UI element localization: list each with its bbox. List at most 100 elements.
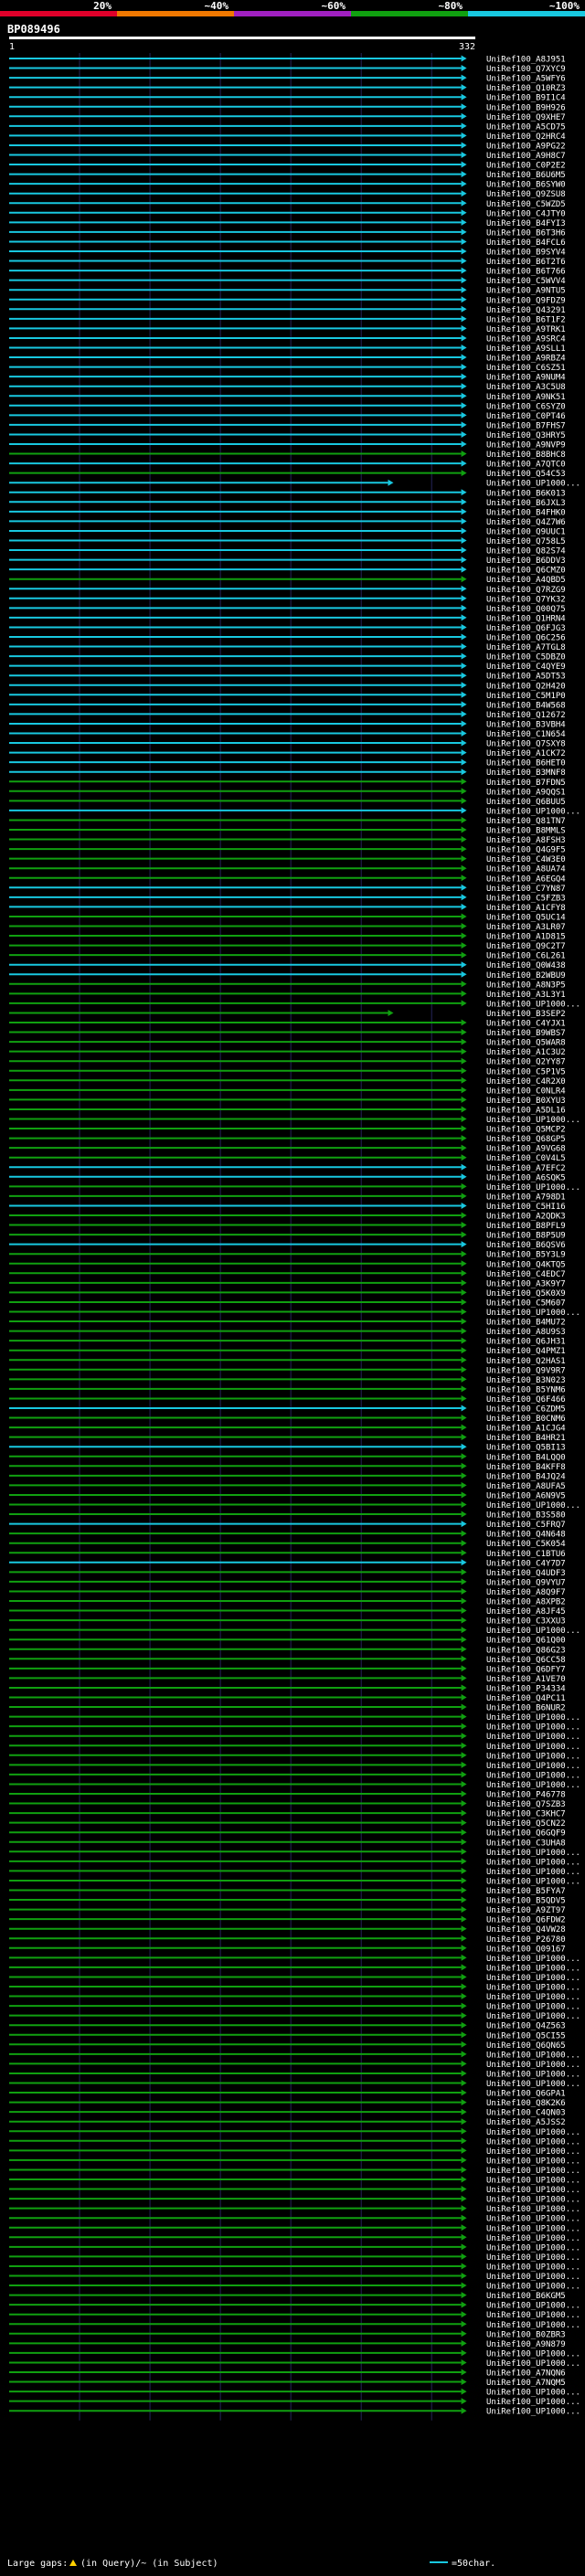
hit-label[interactable]: UniRef100_UP1000... bbox=[486, 1955, 580, 1964]
hit-label[interactable]: UniRef100_UP1000... bbox=[486, 2070, 580, 2079]
hit-label[interactable]: UniRef100_UP1000... bbox=[486, 2080, 580, 2089]
hit-label[interactable]: UniRef100_A8J951 bbox=[486, 56, 566, 65]
hit-label[interactable]: UniRef100_C4Y7D7 bbox=[486, 1559, 566, 1568]
hit-label[interactable]: UniRef100_B6HET0 bbox=[486, 759, 566, 769]
hit-label[interactable]: UniRef100_B4FYI3 bbox=[486, 219, 566, 228]
hit-label[interactable]: UniRef100_P34334 bbox=[486, 1684, 566, 1693]
hit-label[interactable]: UniRef100_C4QN03 bbox=[486, 2109, 566, 2118]
hit-label[interactable]: UniRef100_Q8K2K6 bbox=[486, 2099, 566, 2108]
hit-label[interactable]: UniRef100_UP1000... bbox=[486, 2253, 580, 2263]
hit-label[interactable]: UniRef100_A9TRK1 bbox=[486, 325, 566, 334]
hit-label[interactable]: UniRef100_Q81TN7 bbox=[486, 817, 566, 826]
hit-label[interactable]: UniRef100_C5M1P0 bbox=[486, 692, 566, 701]
hit-label[interactable]: UniRef100_A5DL16 bbox=[486, 1106, 566, 1115]
hit-label[interactable]: UniRef100_UP1000... bbox=[486, 2273, 580, 2282]
hit-label[interactable]: UniRef100_C0P2E2 bbox=[486, 162, 566, 171]
hit-label[interactable]: UniRef100_B5YNM6 bbox=[486, 1385, 566, 1394]
hit-label[interactable]: UniRef100_B8PFL9 bbox=[486, 1222, 566, 1231]
hit-label[interactable]: UniRef100_B5FYA7 bbox=[486, 1887, 566, 1896]
hit-label[interactable]: UniRef100_Q82S74 bbox=[486, 547, 566, 557]
hit-label[interactable]: UniRef100_C0PT46 bbox=[486, 412, 566, 421]
hit-label[interactable]: UniRef100_UP1000... bbox=[486, 1877, 580, 1886]
hit-label[interactable]: UniRef100_B6QSV6 bbox=[486, 1241, 566, 1250]
hit-label[interactable]: UniRef100_UP1000... bbox=[486, 2147, 580, 2157]
hit-label[interactable]: UniRef100_A8XPB2 bbox=[486, 1598, 566, 1607]
hit-label[interactable]: UniRef100_C5WVV4 bbox=[486, 277, 566, 286]
hit-label[interactable]: UniRef100_B4W568 bbox=[486, 701, 566, 710]
hit-label[interactable]: UniRef100_Q6DFY7 bbox=[486, 1665, 566, 1674]
hit-label[interactable]: UniRef100_A7NQM5 bbox=[486, 2379, 566, 2388]
hit-label[interactable]: UniRef100_C6L261 bbox=[486, 952, 566, 961]
hit-label[interactable]: UniRef100_B7FDN5 bbox=[486, 779, 566, 788]
hit-label[interactable]: UniRef100_UP1000... bbox=[486, 1964, 580, 1973]
hit-label[interactable]: UniRef100_UP1000... bbox=[486, 2157, 580, 2166]
hit-label[interactable]: UniRef100_UP1000... bbox=[486, 1501, 580, 1511]
hit-label[interactable]: UniRef100_UP1000... bbox=[486, 2205, 580, 2214]
hit-label[interactable]: UniRef100_Q5CI55 bbox=[486, 2031, 566, 2041]
hit-label[interactable]: UniRef100_UP1000... bbox=[486, 2408, 580, 2417]
hit-label[interactable]: UniRef100_B6T3H6 bbox=[486, 228, 566, 238]
hit-label[interactable]: UniRef100_Q7SXY8 bbox=[486, 740, 566, 749]
hit-label[interactable]: UniRef100_Q6QN65 bbox=[486, 2041, 566, 2051]
hit-label[interactable]: UniRef100_Q5K0X9 bbox=[486, 1289, 566, 1299]
hit-label[interactable]: UniRef100_P46778 bbox=[486, 1791, 566, 1800]
hit-label[interactable]: UniRef100_UP1000... bbox=[486, 2128, 580, 2137]
hit-label[interactable]: UniRef100_A6EGQ4 bbox=[486, 875, 566, 884]
hit-label[interactable]: UniRef100_C1BTU6 bbox=[486, 1550, 566, 1559]
hit-label[interactable]: UniRef100_Q2H420 bbox=[486, 682, 566, 691]
hit-label[interactable]: UniRef100_A1CK72 bbox=[486, 749, 566, 758]
hit-label[interactable]: UniRef100_Q9V9R7 bbox=[486, 1366, 566, 1375]
hit-label[interactable]: UniRef100_UP1000... bbox=[486, 2349, 580, 2359]
hit-label[interactable]: UniRef100_A1D815 bbox=[486, 933, 566, 942]
hit-label[interactable]: UniRef100_A9ZT97 bbox=[486, 1906, 566, 1915]
hit-label[interactable]: UniRef100_B9I1C4 bbox=[486, 94, 566, 103]
hit-label[interactable]: UniRef100_B6K013 bbox=[486, 489, 566, 498]
hit-label[interactable]: UniRef100_Q5CN22 bbox=[486, 1819, 566, 1829]
hit-label[interactable]: UniRef100_A8FSH3 bbox=[486, 836, 566, 845]
hit-label[interactable]: UniRef100_A798D1 bbox=[486, 1193, 566, 1202]
hit-label[interactable]: UniRef100_P26780 bbox=[486, 1935, 566, 1945]
hit-label[interactable]: UniRef100_Q9XHE7 bbox=[486, 113, 566, 122]
hit-label[interactable]: UniRef100_UP1000... bbox=[486, 2389, 580, 2398]
hit-label[interactable]: UniRef100_B4JQ24 bbox=[486, 1472, 566, 1481]
hit-label[interactable]: UniRef100_A7EFC2 bbox=[486, 1164, 566, 1173]
hit-label[interactable]: UniRef100_C5HI16 bbox=[486, 1203, 566, 1212]
hit-label[interactable]: UniRef100_B7FHS7 bbox=[486, 421, 566, 430]
hit-label[interactable]: UniRef100_B6JXL3 bbox=[486, 499, 566, 508]
hit-label[interactable]: UniRef100_B8P5U9 bbox=[486, 1232, 566, 1241]
hit-label[interactable]: UniRef100_C3UHA8 bbox=[486, 1839, 566, 1848]
hit-label[interactable]: UniRef100_UP1000... bbox=[486, 2167, 580, 2176]
hit-label[interactable]: UniRef100_Q7XYC9 bbox=[486, 65, 566, 74]
hit-label[interactable]: UniRef100_C5K054 bbox=[486, 1540, 566, 1549]
hit-label[interactable]: UniRef100_UP1000... bbox=[486, 2003, 580, 2012]
hit-label[interactable]: UniRef100_A7NQN6 bbox=[486, 2369, 566, 2379]
hit-label[interactable]: UniRef100_Q3HRY5 bbox=[486, 431, 566, 440]
hit-label[interactable]: UniRef100_UP1000... bbox=[486, 480, 580, 489]
hit-label[interactable]: UniRef100_UP1000... bbox=[486, 1743, 580, 1752]
hit-label[interactable]: UniRef100_A5WFY6 bbox=[486, 75, 566, 84]
hit-label[interactable]: UniRef100_C7YN87 bbox=[486, 885, 566, 894]
hit-label[interactable]: UniRef100_A1CFY8 bbox=[486, 904, 566, 913]
hit-label[interactable]: UniRef100_Q61Q00 bbox=[486, 1637, 566, 1646]
hit-label[interactable]: UniRef100_C0V4L5 bbox=[486, 1154, 566, 1163]
hit-label[interactable]: UniRef100_Q09167 bbox=[486, 1945, 566, 1954]
hit-label[interactable]: UniRef100_Q4VW28 bbox=[486, 1925, 566, 1935]
hit-label[interactable]: UniRef100_UP1000... bbox=[486, 2311, 580, 2320]
hit-label[interactable]: UniRef100_A3K9Y7 bbox=[486, 1279, 566, 1288]
hit-label[interactable]: UniRef100_A9NTU5 bbox=[486, 287, 566, 296]
hit-label[interactable]: UniRef100_UP1000... bbox=[486, 2061, 580, 2070]
hit-label[interactable]: UniRef100_Q5UC14 bbox=[486, 913, 566, 922]
hit-label[interactable]: UniRef100_B4KFF8 bbox=[486, 1463, 566, 1472]
hit-label[interactable]: UniRef100_Q2HRC4 bbox=[486, 133, 566, 142]
hit-label[interactable]: UniRef100_UP1000... bbox=[486, 1723, 580, 1733]
hit-label[interactable]: UniRef100_C3KHC7 bbox=[486, 1810, 566, 1819]
hit-label[interactable]: UniRef100_Q6GPA1 bbox=[486, 2090, 566, 2099]
hit-label[interactable]: UniRef100_Q5MCP2 bbox=[486, 1126, 566, 1135]
hit-label[interactable]: UniRef100_C4QYE9 bbox=[486, 663, 566, 672]
hit-label[interactable]: UniRef100_Q6CMZ0 bbox=[486, 567, 566, 576]
hit-label[interactable]: UniRef100_A8Q9F7 bbox=[486, 1588, 566, 1597]
hit-label[interactable]: UniRef100_UP1000... bbox=[486, 1771, 580, 1780]
hit-label[interactable]: UniRef100_Q9VYU7 bbox=[486, 1578, 566, 1587]
hit-label[interactable]: UniRef100_A9RBZ4 bbox=[486, 355, 566, 364]
hit-label[interactable]: UniRef100_A7QTC0 bbox=[486, 461, 566, 470]
